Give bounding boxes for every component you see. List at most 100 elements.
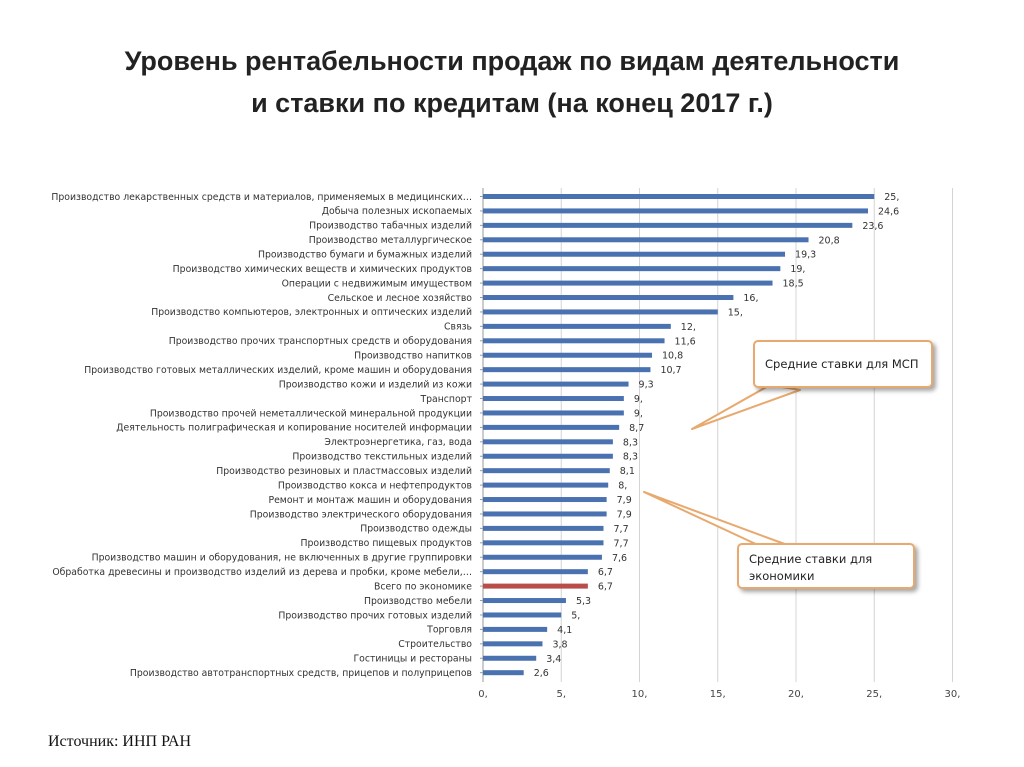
bars: [483, 194, 875, 676]
bar: [483, 439, 613, 445]
data-label: 12,: [681, 322, 696, 333]
bar: [483, 266, 781, 272]
category-label: Связь: [444, 322, 472, 333]
bar: [483, 251, 786, 257]
data-label: 8,3: [623, 452, 638, 463]
x-tick-label: 5,: [556, 689, 566, 700]
category-label: Производство текстильных изделий: [292, 452, 472, 463]
bar: [483, 641, 543, 647]
data-label: 18,5: [783, 279, 804, 290]
data-label: 7,9: [617, 509, 632, 520]
data-label: 7,7: [614, 524, 629, 535]
category-label: Производство пищевых продуктов: [301, 538, 472, 549]
bar: [483, 511, 607, 517]
category-label: Производство бумаги и бумажных изделий: [258, 250, 472, 261]
category-label: Сельское и лесное хозяйство: [328, 293, 473, 304]
data-label: 19,: [790, 264, 805, 275]
chart-title: Уровень рентабельности продаж по видам д…: [0, 40, 1024, 124]
callout-msp: Средние ставки для МСП: [753, 340, 933, 388]
bar: [483, 525, 604, 531]
bar: [483, 323, 671, 329]
category-label: Гостиницы и рестораны: [353, 654, 472, 665]
x-tick-label: 0,: [478, 689, 488, 700]
bar: [483, 626, 548, 632]
callout-msp-text: Средние ставки для МСП: [765, 357, 919, 371]
bar: [483, 453, 613, 459]
callout-economy-pointer: [643, 491, 791, 547]
category-label: Производство напитков: [354, 351, 472, 362]
callout-economy: Средние ставки для экономики: [737, 543, 915, 589]
data-label: 8,: [618, 481, 627, 492]
data-label: 23,6: [862, 221, 883, 232]
category-label: Производство компьютеров, электронных и …: [151, 307, 472, 318]
category-label: Торговля: [426, 625, 472, 636]
bar: [483, 208, 868, 214]
data-label: 24,6: [878, 206, 899, 217]
bar: [483, 237, 809, 243]
category-label: Производство прочей неметаллической мине…: [150, 408, 472, 419]
category-label: Операции с недвижимым имуществом: [282, 278, 472, 289]
category-label: Производство табачных изделий: [309, 221, 472, 232]
bar: [483, 381, 629, 387]
data-label: 7,7: [614, 538, 629, 549]
bar: [483, 280, 773, 286]
bar: [483, 468, 610, 474]
data-label: 5,3: [576, 596, 591, 607]
chart-title-line1: Уровень рентабельности продаж по видам д…: [124, 46, 900, 76]
callout-economy-line1: Средние ставки для: [749, 552, 873, 566]
data-label: 20,8: [819, 235, 840, 246]
bar: [483, 410, 624, 416]
bar: [483, 569, 588, 575]
callout-economy-line2: экономики: [749, 569, 815, 583]
x-tick-label: 20,: [788, 689, 804, 700]
category-label: Производство кожи и изделий из кожи: [279, 379, 472, 390]
data-label: 25,: [884, 192, 899, 203]
data-label: 9,3: [639, 380, 654, 391]
bar: [483, 598, 566, 604]
data-label: 5,: [571, 610, 580, 621]
data-label: 7,9: [617, 495, 632, 506]
category-label: Всего по экономике: [374, 581, 472, 592]
value-labels: 25, 24,6 23,6 20,819,3 19, 18,5 16,15, 12, 11,6 1…: [534, 192, 900, 679]
category-label: Производство металлургическое: [309, 235, 472, 246]
bar: [483, 194, 875, 199]
category-label: Обработка древесины и производство издел…: [52, 567, 472, 578]
category-label: Производство электрического оборудования: [250, 509, 472, 520]
category-label: Производство автотранспортных средств, п…: [130, 668, 472, 679]
x-tick-label: 10,: [632, 689, 648, 700]
x-tick-labels: 0, 5, 10, 15, 20, 25, 30,: [478, 689, 960, 700]
callout-msp-pointer: [691, 384, 801, 430]
bar: [483, 222, 853, 228]
bar: [483, 540, 604, 546]
category-label: Производство машин и оборудования, не вк…: [92, 553, 472, 564]
data-label: 9,: [634, 408, 643, 419]
data-label: 19,3: [795, 250, 816, 261]
chart-title-line2: и ставки по кредитам (на конец 2017 г.): [251, 88, 773, 118]
x-tick-label: 30,: [945, 689, 961, 700]
category-label: Ремонт и монтаж машин и оборудования: [268, 495, 472, 506]
category-label: Производство мебели: [364, 596, 472, 607]
bar: [483, 295, 734, 301]
data-label: 2,6: [534, 668, 549, 679]
bar: [483, 612, 562, 618]
data-label: 4,1: [557, 625, 572, 636]
bar: [483, 554, 602, 560]
data-label: 10,8: [662, 351, 683, 362]
category-label: Производство резиновых и пластмассовых и…: [216, 466, 472, 477]
data-label: 9,: [634, 394, 643, 405]
category-label: Деятельность полиграфическая и копирован…: [116, 423, 472, 434]
data-label: 15,: [728, 307, 743, 318]
category-label: Электроэнергетика, газ, вода: [324, 437, 472, 448]
category-label: Производство кокса и нефтепродуктов: [278, 480, 472, 491]
category-label: Производство химических веществ и химиче…: [173, 264, 472, 275]
source-note: Источник: ИНП РАН: [48, 733, 192, 750]
category-label: Строительство: [398, 639, 472, 650]
x-tick-label: 15,: [710, 689, 726, 700]
x-tick-label: 25,: [866, 689, 882, 700]
data-label: 8,1: [620, 466, 635, 477]
category-label: Производство одежды: [360, 524, 472, 535]
data-label: 3,4: [546, 654, 561, 665]
callout-pointers: [643, 384, 801, 547]
gridlines: [480, 188, 953, 682]
